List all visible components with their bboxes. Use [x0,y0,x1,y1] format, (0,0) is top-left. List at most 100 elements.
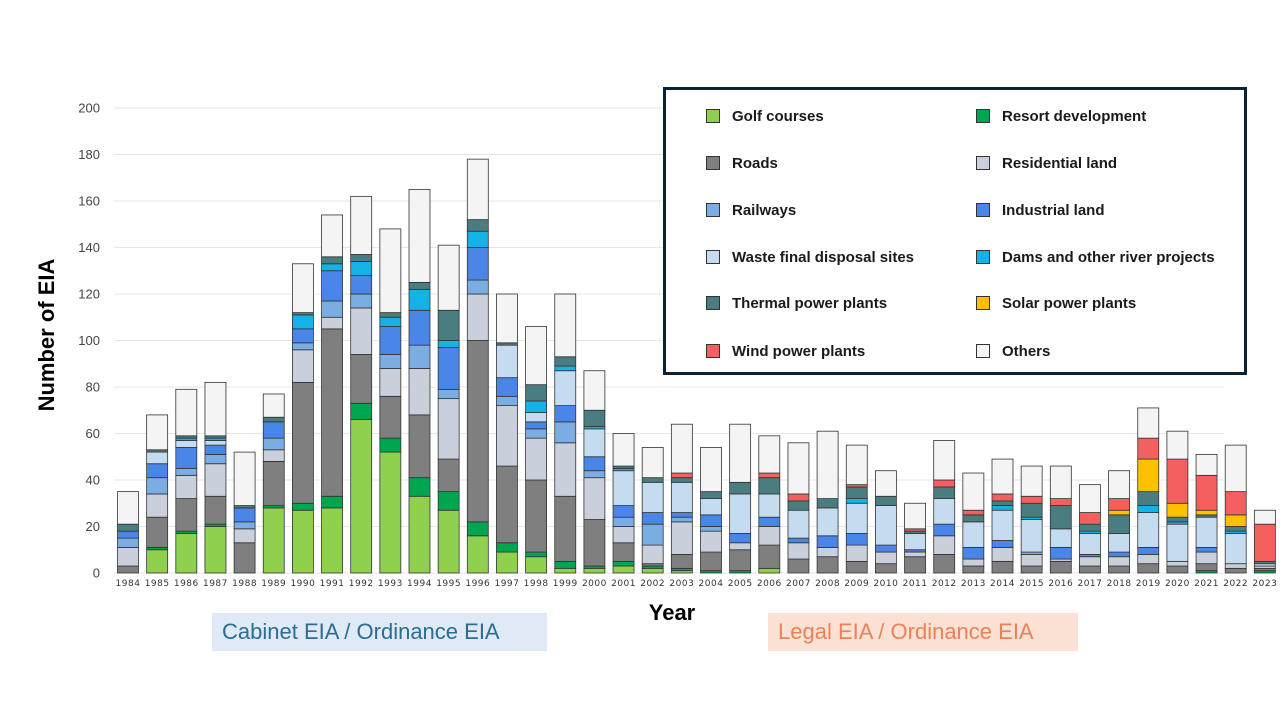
x-tick-label: 1985 [145,579,170,589]
bar-segment [816,430,839,499]
bar-segment [816,507,839,537]
x-tick-label: 1998 [524,579,549,589]
y-tick-label: 60 [86,426,100,441]
bar-segment [845,544,868,562]
bar-segment [379,437,402,453]
legend-label: Residential land [1002,154,1118,172]
legend-swatch [976,344,990,358]
bar-segment [466,230,489,248]
bar-segment [933,440,956,481]
legend-label: Railways [732,201,797,219]
bar-segment [146,477,169,495]
bar-segment [1166,502,1189,518]
bar-segment [1137,554,1160,565]
bar-segment [1166,458,1189,504]
bar-segment [350,419,373,574]
bar-segment [379,367,402,397]
bar-segment [758,567,781,574]
bar-segment [379,312,402,318]
bar-segment [350,195,373,255]
bar-segment [321,495,343,509]
bar-segment [700,530,722,553]
x-tick-label: 2023 [1252,579,1277,589]
x-tick-label: 2018 [1107,579,1132,589]
bar-segment [408,309,431,346]
bar-segment [1166,565,1189,574]
legend-swatch [706,203,720,217]
bar-segment [612,526,635,544]
legend-swatch [976,203,990,217]
bar-segment [700,514,722,527]
bar-segment [554,293,577,358]
bar-segment [379,326,402,355]
bar-segment [1020,519,1043,553]
legend-label: Thermal power plants [732,294,888,312]
bar-segment [1020,554,1043,567]
bar-segment [729,533,752,544]
bar-segment [1195,551,1218,565]
bar-segment [875,563,897,574]
bar-segment [787,558,810,574]
bar-segment [437,309,460,341]
bar-segment [466,535,489,574]
bar-segment [437,398,460,460]
bar-segment [787,500,810,511]
bar-segment [1224,533,1247,565]
bar-segment [350,354,373,404]
era-label-legal: Legal EIA / Ordinance EIA [768,613,1078,651]
bar-segment [1020,565,1043,574]
x-tick-label: 1984 [116,579,141,589]
x-tick-label: 1996 [465,579,490,589]
bar-segment [612,560,635,567]
bar-segment [525,384,547,402]
bar-segment [816,556,839,574]
legend-label: Golf courses [732,107,824,125]
bar-segment [845,498,868,504]
y-tick-label: 40 [86,473,100,488]
bar-segment [437,347,460,390]
bar-segment [233,528,256,544]
bar-segment [525,326,547,386]
bar-segment [1079,484,1101,513]
x-tick-label: 1986 [174,579,199,589]
bar-segment [991,547,1014,562]
bar-segment [379,354,402,369]
bar-segment [350,402,373,420]
bar-segment [641,567,664,574]
y-tick-label: 100 [78,333,100,348]
bar-segment [700,526,722,532]
bar-segment [204,381,227,437]
bar-segment [350,293,373,309]
bar-segment [670,477,693,483]
bars [117,158,1276,574]
bar-segment [845,444,868,486]
bar-segment [408,414,431,479]
legend-item: Others [976,341,1050,361]
bar-segment [554,365,577,372]
bar-segment [962,514,985,523]
bar-segment [1224,526,1247,532]
bar-segment [875,495,897,506]
bar-segment [933,535,956,555]
x-tick-label: 2008 [815,579,840,589]
bar-segment [321,316,343,330]
bar-segment [612,505,635,518]
bar-segment [641,512,664,525]
bar-segment [525,400,547,413]
bar-segment [379,451,402,574]
y-axis-title: Number of EIA [34,259,59,412]
bar-segment [291,342,314,351]
x-tick-label: 2020 [1165,579,1190,589]
bar-segment [554,421,577,444]
x-tick-label: 1999 [553,579,578,589]
bar-segment [437,388,460,400]
bar-segment [816,547,839,558]
bar-segment [612,433,635,467]
bar-segment [379,228,402,313]
bar-segment [262,437,285,451]
bar-segment [175,474,198,500]
x-axis-ticks: 1984 1985 1986 1987 1988 1989 1990 1991 1992 1993… [116,579,1277,589]
x-tick-label: 1992 [349,579,374,589]
x-axis-title: Year [649,600,696,625]
bar-segment [350,307,373,355]
